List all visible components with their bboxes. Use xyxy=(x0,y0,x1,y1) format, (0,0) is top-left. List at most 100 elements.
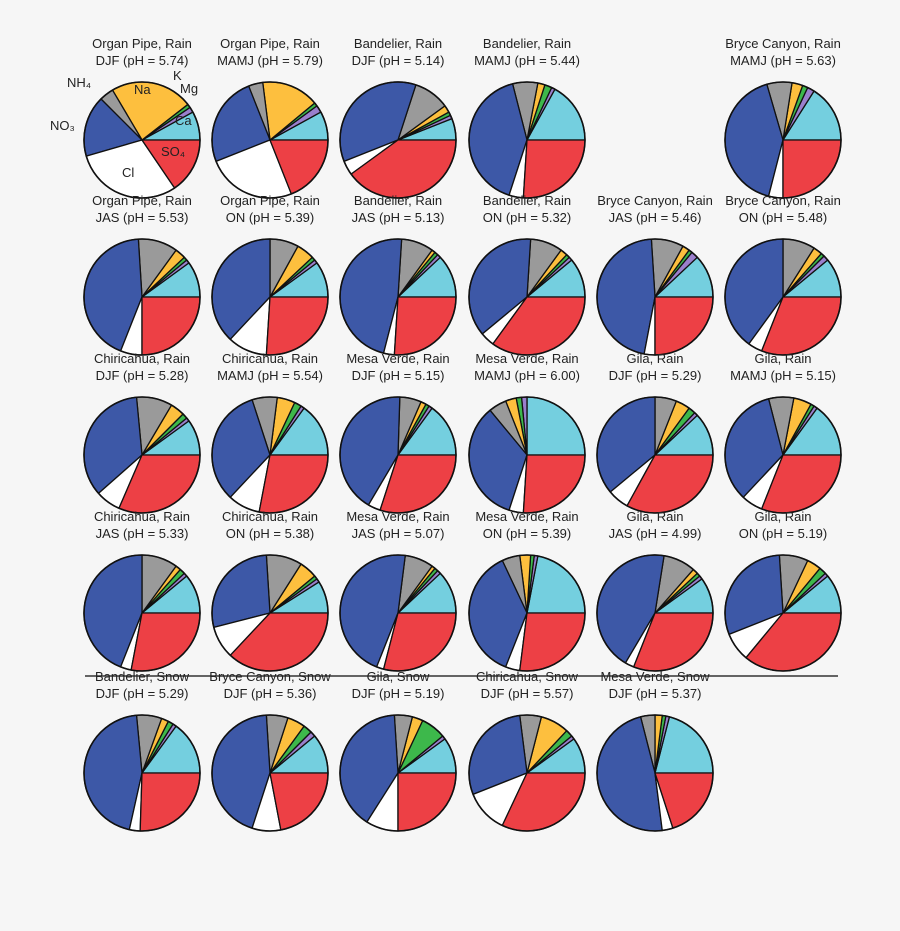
pie-2: Organ Pipe, Rain MAMJ (pH = 5.79) xyxy=(211,36,329,199)
pie-outline xyxy=(83,238,201,356)
pie-subtitle: JAS (pH = 5.13) xyxy=(352,210,445,225)
pie-outline xyxy=(596,714,714,832)
ion-label-no3: NO₃ xyxy=(50,118,75,133)
ion-label-nh4: NH₄ xyxy=(67,75,91,90)
slice-so4 xyxy=(782,139,842,199)
pie-outline xyxy=(468,238,586,356)
pie-subtitle: DJF (pH = 5.19) xyxy=(352,686,445,701)
pie-outline xyxy=(339,554,457,672)
pie-title: Chiricahua, Rain xyxy=(94,509,190,524)
pie-23: Gila, Rain ON (pH = 5.19) xyxy=(724,509,842,672)
pie-subtitle: MAMJ (pH = 5.15) xyxy=(730,368,836,383)
pie-subtitle: DJF (pH = 5.74) xyxy=(96,53,189,68)
pie-title: Bandelier, Rain xyxy=(483,193,571,208)
pie-15: Mesa Verde, Rain MAMJ (pH = 6.00) xyxy=(468,351,586,514)
pie-subtitle: ON (pH = 5.38) xyxy=(226,526,315,541)
pie-title: Chiricahua, Rain xyxy=(222,509,318,524)
pie-outline xyxy=(596,238,714,356)
pie-subtitle: DJF (pH = 5.37) xyxy=(609,686,702,701)
pie-title: Organ Pipe, Rain xyxy=(92,193,192,208)
pie-subtitle: DJF (pH = 5.29) xyxy=(96,686,189,701)
pie-outline xyxy=(468,81,586,199)
pie-subtitle: DJF (pH = 5.57) xyxy=(481,686,574,701)
pie-8: Bandelier, Rain JAS (pH = 5.13) xyxy=(339,193,457,356)
pie-title: Chiricahua, Rain xyxy=(94,351,190,366)
pie-subtitle: JAS (pH = 5.46) xyxy=(609,210,702,225)
pie-3: Bandelier, Rain DJF (pH = 5.14) xyxy=(339,36,457,199)
slice-so4 xyxy=(397,772,457,832)
pie-title: Gila, Rain xyxy=(626,351,683,366)
pie-title: Mesa Verde, Rain xyxy=(346,351,449,366)
pie-outline xyxy=(211,554,329,672)
pie-subtitle: MAMJ (pH = 5.44) xyxy=(474,53,580,68)
slice-so4 xyxy=(139,772,201,832)
pie-24: Bandelier, Snow DJF (pH = 5.29) xyxy=(83,669,201,832)
slice-so4 xyxy=(269,772,329,831)
slice-so4 xyxy=(130,612,201,672)
pie-title: Mesa Verde, Rain xyxy=(346,509,449,524)
pie-subtitle: MAMJ (pH = 6.00) xyxy=(474,368,580,383)
slice-so4 xyxy=(522,454,586,514)
pie-title: Bandelier, Snow xyxy=(95,669,190,684)
ion-label-na: Na xyxy=(134,82,151,97)
pie-outline xyxy=(211,238,329,356)
slice-so4 xyxy=(393,296,457,356)
pie-27: Chiricahua, Snow DJF (pH = 5.57) xyxy=(468,669,586,832)
pie-outline xyxy=(724,81,842,199)
pie-title: Organ Pipe, Rain xyxy=(92,36,192,51)
pie-17: Gila, Rain MAMJ (pH = 5.15) xyxy=(724,351,842,514)
pie-outline xyxy=(724,238,842,356)
pie-18: Chiricahua, Rain JAS (pH = 5.33) xyxy=(83,509,201,672)
pie-6: Organ Pipe, Rain JAS (pH = 5.53) xyxy=(83,193,201,356)
pie-13: Chiricahua, Rain MAMJ (pH = 5.54) xyxy=(211,351,329,514)
pie-outline xyxy=(211,81,329,199)
pie-7: Organ Pipe, Rain ON (pH = 5.39) xyxy=(211,193,329,356)
pie-subtitle: DJF (pH = 5.36) xyxy=(224,686,317,701)
pie-subtitle: ON (pH = 5.19) xyxy=(739,526,828,541)
pie-outline xyxy=(339,396,457,514)
pie-title: Bryce Canyon, Rain xyxy=(725,193,841,208)
pie-outline xyxy=(83,554,201,672)
pie-title: Gila, Rain xyxy=(754,509,811,524)
pie-20: Mesa Verde, Rain JAS (pH = 5.07) xyxy=(339,509,457,672)
pie-outline xyxy=(211,714,329,832)
pie-outline xyxy=(596,396,714,514)
pie-outline xyxy=(83,81,201,199)
pie-subtitle: JAS (pH = 4.99) xyxy=(609,526,702,541)
pie-28: Mesa Verde, Snow DJF (pH = 5.37) xyxy=(596,669,714,832)
ion-label-ca: Ca xyxy=(175,113,192,128)
pie-subtitle: MAMJ (pH = 5.79) xyxy=(217,53,323,68)
slice-so4 xyxy=(519,612,586,672)
pie-title: Bryce Canyon, Rain xyxy=(597,193,713,208)
pie-outline xyxy=(596,554,714,672)
pie-22: Gila, Rain JAS (pH = 4.99) xyxy=(596,509,714,672)
pie-1: Organ Pipe, Rain DJF (pH = 5.74) xyxy=(83,36,201,199)
pie-title: Bryce Canyon, Snow xyxy=(209,669,331,684)
pie-9: Bandelier, Rain ON (pH = 5.32) xyxy=(468,193,586,356)
pie-outline xyxy=(211,396,329,514)
pie-26: Gila, Snow DJF (pH = 5.19) xyxy=(339,669,457,832)
slice-no3 xyxy=(596,238,656,355)
pie-subtitle: ON (pH = 5.39) xyxy=(483,526,572,541)
pie-outline xyxy=(339,81,457,199)
slice-so4 xyxy=(522,139,586,199)
pie-21: Mesa Verde, Rain ON (pH = 5.39) xyxy=(468,509,586,672)
pie-subtitle: JAS (pH = 5.33) xyxy=(96,526,189,541)
slice-so4 xyxy=(654,296,714,356)
pie-title: Mesa Verde, Snow xyxy=(600,669,710,684)
pie-title: Organ Pipe, Rain xyxy=(220,36,320,51)
ion-label-cl: Cl xyxy=(122,165,134,180)
pie-outline xyxy=(83,714,201,832)
pie-title: Bryce Canyon, Rain xyxy=(725,36,841,51)
pie-subtitle: ON (pH = 5.39) xyxy=(226,210,315,225)
pie-subtitle: DJF (pH = 5.15) xyxy=(352,368,445,383)
pie-title: Mesa Verde, Rain xyxy=(475,509,578,524)
pie-outline xyxy=(339,238,457,356)
pie-title: Chiricahua, Snow xyxy=(476,669,578,684)
slice-ca xyxy=(526,396,586,456)
pie-outline xyxy=(339,714,457,832)
pie-title: Bandelier, Rain xyxy=(354,193,442,208)
pie-outline xyxy=(468,554,586,672)
pie-subtitle: ON (pH = 5.32) xyxy=(483,210,572,225)
